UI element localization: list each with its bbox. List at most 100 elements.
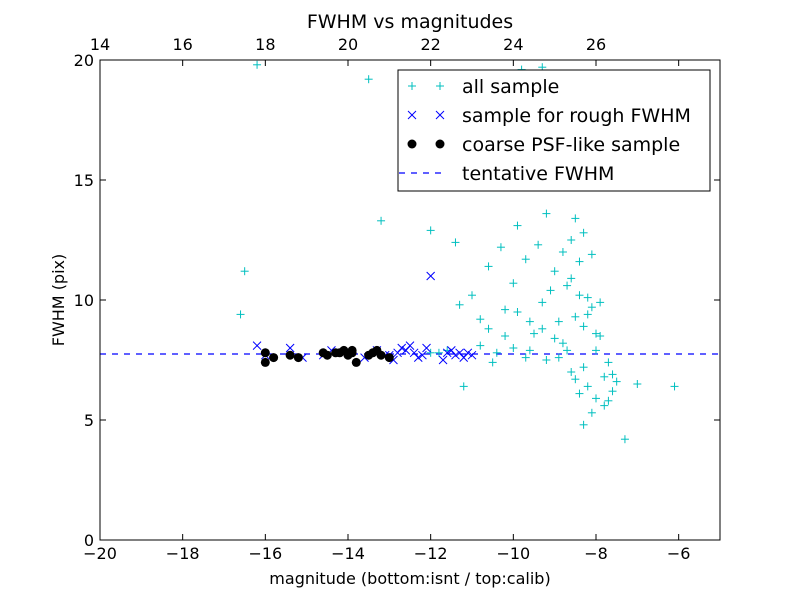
point-plus xyxy=(596,332,605,340)
top-tick-label: 20 xyxy=(338,35,358,54)
x-tick-label: −8 xyxy=(584,544,608,563)
legend-label-psf-like: coarse PSF-like sample xyxy=(462,134,680,156)
point-plus xyxy=(521,353,530,362)
y-axis: 0 5 10 15 20 xyxy=(74,51,720,550)
point-plus xyxy=(587,408,596,417)
point-plus xyxy=(542,209,551,218)
point-plus xyxy=(509,279,518,288)
legend-marker-x xyxy=(435,110,445,120)
point-plus xyxy=(426,348,435,357)
point-plus xyxy=(575,257,584,266)
legend-label-all-sample: all sample xyxy=(462,76,559,98)
point-plus xyxy=(604,396,613,405)
top-tick-label: 16 xyxy=(172,35,192,54)
point-plus xyxy=(579,363,588,372)
point-x xyxy=(401,346,411,355)
point-plus xyxy=(240,267,249,276)
point-plus xyxy=(567,236,576,244)
point-x xyxy=(285,343,295,353)
point-dot xyxy=(351,357,361,367)
point-x xyxy=(422,343,431,353)
point-plus xyxy=(488,358,497,367)
y-tick-label: 5 xyxy=(84,411,94,430)
y-tick-label: 0 xyxy=(84,531,94,550)
point-plus xyxy=(600,401,609,410)
point-plus xyxy=(571,312,580,321)
point-plus xyxy=(501,332,510,340)
point-plus xyxy=(563,346,572,355)
top-tick-label: 18 xyxy=(255,35,275,54)
point-plus xyxy=(579,322,588,331)
point-plus xyxy=(583,382,592,391)
point-plus xyxy=(575,389,584,398)
point-plus xyxy=(492,348,501,357)
point-x xyxy=(426,271,436,281)
point-dot xyxy=(260,348,270,358)
point-plus xyxy=(567,274,576,283)
point-plus xyxy=(670,382,679,391)
point-plus xyxy=(587,250,596,259)
legend-marker-plus xyxy=(408,82,416,90)
point-plus xyxy=(612,377,621,386)
x-tick-label: −14 xyxy=(331,544,365,563)
point-dot xyxy=(335,348,345,358)
x-tick-label: −20 xyxy=(83,544,117,563)
point-plus xyxy=(513,221,522,230)
point-plus xyxy=(459,382,468,391)
point-plus xyxy=(426,226,435,235)
point-plus xyxy=(608,370,617,379)
point-dot xyxy=(384,353,394,363)
point-dot xyxy=(322,350,332,360)
point-plus xyxy=(596,298,605,307)
point-plus xyxy=(592,346,600,355)
point-x xyxy=(397,343,407,353)
point-x xyxy=(418,350,427,360)
point-plus xyxy=(530,329,538,338)
point-plus xyxy=(571,214,580,223)
y-axis-label: FWHM (pix) xyxy=(49,254,68,347)
top-tick-label: 24 xyxy=(503,35,523,54)
point-plus xyxy=(525,317,534,326)
point-x xyxy=(438,355,448,365)
x-tick-label: −12 xyxy=(414,544,448,563)
point-plus xyxy=(604,358,613,367)
point-dot xyxy=(376,350,386,360)
point-dot xyxy=(260,357,270,367)
point-plus xyxy=(550,334,559,343)
y-tick-label: 20 xyxy=(74,51,94,70)
x-tick-label: −18 xyxy=(166,544,200,563)
legend-markers xyxy=(399,82,447,174)
point-plus xyxy=(554,353,563,362)
point-plus xyxy=(583,310,592,319)
point-plus xyxy=(476,315,485,324)
legend-box xyxy=(397,69,711,192)
point-plus xyxy=(509,344,518,352)
point-x xyxy=(252,341,262,350)
point-plus xyxy=(633,380,642,388)
point-plus xyxy=(484,324,493,333)
point-x xyxy=(442,348,452,358)
x-tick-label: −6 xyxy=(667,544,691,563)
point-plus xyxy=(253,60,262,69)
point-plus xyxy=(513,308,522,316)
point-plus xyxy=(592,329,600,338)
point-plus xyxy=(521,255,530,264)
y-tick-label: 10 xyxy=(74,291,94,310)
legend: all sample sample for rough FWHM coarse … xyxy=(397,69,711,192)
point-dot xyxy=(285,350,295,360)
point-plus xyxy=(558,248,567,256)
point-x xyxy=(463,348,473,358)
point-x xyxy=(467,350,477,360)
point-plus xyxy=(579,228,588,237)
legend-label-rough-fwhm: sample for rough FWHM xyxy=(462,105,691,127)
point-plus xyxy=(496,243,505,252)
y-tick-label: 15 xyxy=(74,171,94,190)
point-plus xyxy=(600,372,609,381)
point-x xyxy=(451,350,460,360)
legend-marker-dot xyxy=(407,139,417,149)
point-plus xyxy=(575,291,584,300)
point-x xyxy=(413,353,423,362)
point-plus xyxy=(468,291,476,300)
point-plus xyxy=(484,262,493,271)
point-plus xyxy=(558,339,567,348)
